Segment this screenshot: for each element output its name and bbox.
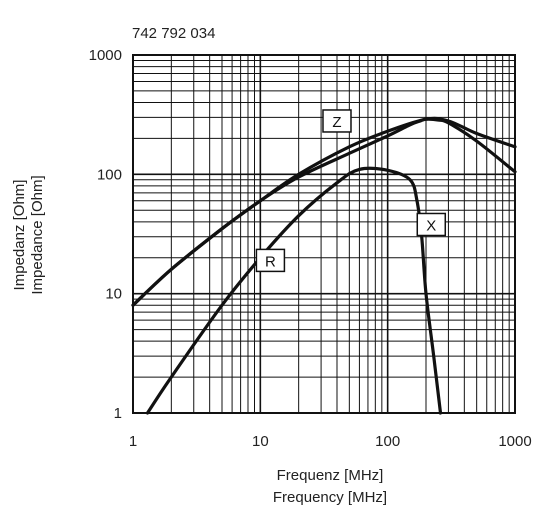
x-tick-label: 1000 — [498, 433, 531, 450]
x-tick-label: 100 — [375, 433, 400, 450]
series-x-line — [131, 117, 517, 307]
x-axis-label-en: Frequency [MHz] — [273, 489, 387, 506]
series-labels: Z X R — [255, 109, 447, 273]
x-axis-label-de: Frequenz [MHz] — [277, 467, 384, 484]
y-axis-label: Impedanz [Ohm] Impedance [Ohm] — [11, 175, 46, 294]
series-z-line — [131, 116, 517, 307]
series-label-r: R — [255, 248, 286, 273]
y-tick-label: 10 — [105, 286, 122, 303]
chart-title: 742 792 034 — [132, 25, 215, 42]
series-label-z: Z — [322, 109, 352, 133]
series-lines — [131, 116, 517, 415]
series-label-text: R — [265, 253, 276, 270]
plot-frame — [132, 54, 516, 414]
y-axis-label-en: Impedance [Ohm] — [29, 175, 46, 294]
series-label-text: X — [426, 217, 436, 234]
x-tick-label: 1 — [129, 433, 137, 450]
series-r-line — [145, 166, 443, 415]
y-tick-label: 100 — [97, 166, 122, 183]
y-tick-label: 1000 — [89, 47, 122, 64]
tick-labels: 1 10 100 1000 1 10 100 1000 — [89, 47, 532, 450]
y-axis-label-de: Impedanz [Ohm] — [11, 180, 28, 291]
x-tick-label: 10 — [252, 433, 269, 450]
series-label-text: Z — [332, 114, 341, 131]
series-label-x: X — [416, 212, 447, 237]
grid — [133, 55, 515, 413]
y-tick-label: 1 — [114, 405, 122, 422]
x-axis-label: Frequenz [MHz] Frequency [MHz] — [273, 467, 387, 506]
